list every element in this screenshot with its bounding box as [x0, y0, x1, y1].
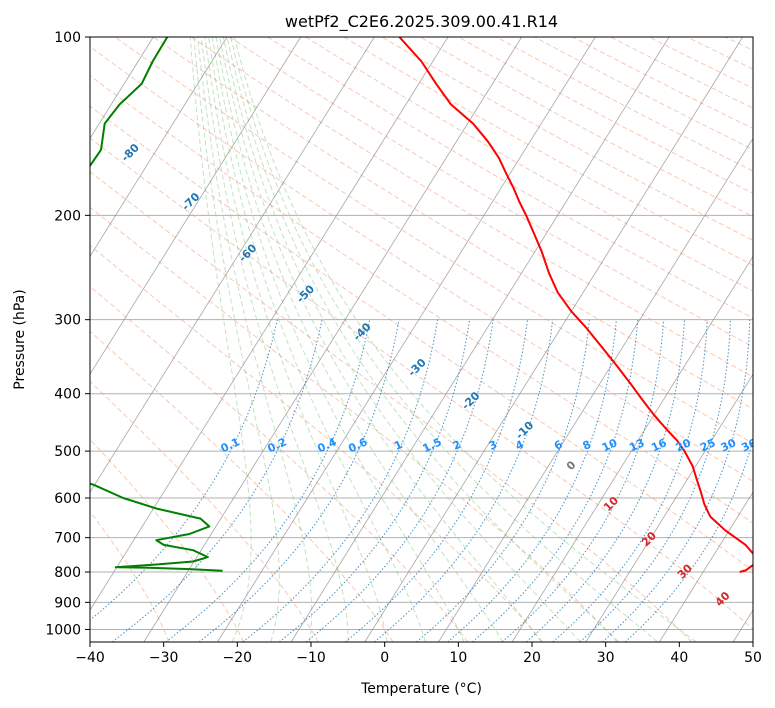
moist-adiabat-10	[226, 37, 620, 642]
mixing-ratio-line-9	[416, 319, 590, 642]
isotherm-16	[438, 137, 753, 642]
isotherm-12	[143, 37, 523, 642]
isotherm-18	[585, 373, 753, 642]
y-tick-label-5: 600	[54, 491, 81, 507]
x-axis-label: Temperature (°C)	[360, 681, 482, 697]
mixing-ratio-line-8	[373, 319, 554, 642]
mixing-ratio-label-16: 30	[719, 436, 739, 454]
series-line-0	[398, 37, 753, 573]
y-axis-label: Pressure (hPa)	[12, 289, 28, 389]
isotherm-11	[90, 37, 449, 611]
moist-adiabat-0	[189, 37, 252, 642]
isotherm-14	[290, 37, 670, 642]
mixing-ratio-label-14: 20	[674, 436, 694, 454]
dry-adiabat-13	[153, 37, 753, 410]
mixing-ratio-line-17	[624, 437, 753, 642]
isotherm-10	[90, 37, 375, 493]
y-tick-label-2: 300	[54, 313, 81, 329]
plot-frame	[89, 36, 754, 643]
x-tick-label-0: −40	[75, 650, 105, 666]
moist-adiabat-2	[197, 37, 313, 642]
mixing-ratio-label-11: 10	[600, 436, 620, 454]
isotherm-9	[90, 37, 302, 376]
isotherm-8	[90, 37, 228, 258]
moist-adiabat-12	[233, 37, 697, 642]
dry-adiabats	[90, 37, 753, 642]
y-tick-label-8: 900	[54, 595, 81, 611]
isotherm-17	[511, 255, 753, 642]
x-tick-label-4: 0	[380, 650, 389, 666]
dry-adiabat-10	[90, 75, 753, 524]
y-axis-ticks: 100 200 300 400 500 600 700 800 900 1000	[45, 30, 90, 638]
mixing-ratio-line-11	[472, 319, 639, 642]
moist-adiabat-11	[230, 37, 658, 642]
mixing-ratio-line-4	[242, 319, 439, 642]
dry-adiabat-3	[90, 330, 394, 642]
moist-adiabat-6	[211, 37, 465, 642]
moist-adiabat-4	[204, 37, 388, 642]
dry-adiabat-2	[90, 380, 319, 642]
dry-adiabat-21	[458, 37, 753, 194]
dry-adiabat-9	[90, 105, 753, 572]
y-tick-label-7: 800	[54, 565, 81, 581]
mixing-ratio-line-7	[345, 319, 528, 642]
moist-adiabat-7	[215, 37, 504, 642]
x-tick-label-7: 30	[597, 650, 615, 666]
mixing-ratio-label-13: 16	[649, 436, 669, 454]
mixing-ratio-label-12: 13	[627, 436, 646, 454]
y-tick-label-3: 400	[54, 387, 81, 403]
dry-adiabat-12	[114, 37, 753, 445]
moist-adiabats	[189, 37, 697, 642]
mixing-ratio-line-15	[579, 319, 731, 642]
mixing-ratio-label-17: 36	[739, 436, 759, 454]
moist-adiabat-3	[200, 37, 349, 642]
moist-adiabat-8	[219, 37, 542, 642]
x-tick-label-6: 20	[523, 650, 541, 666]
dry-adiabat-1	[90, 438, 245, 642]
mixing-ratio-label-15: 25	[698, 436, 717, 454]
moist-adiabat-9	[222, 37, 581, 642]
dry-adiabat-16	[267, 37, 753, 319]
dry-adiabat-6	[90, 206, 618, 642]
y-tick-label-4: 500	[54, 444, 81, 460]
dry-adiabat-22	[496, 37, 753, 172]
y-tick-label-9: 1000	[45, 622, 81, 638]
moist-adiabat-1	[193, 37, 280, 642]
mixing-ratio-line-3	[198, 319, 400, 642]
x-tick-label-1: −30	[149, 650, 179, 666]
dry-adiabat-17	[305, 37, 753, 292]
x-tick-label-5: 10	[449, 650, 467, 666]
y-tick-label-1: 200	[54, 208, 81, 224]
x-tick-label-3: −10	[296, 650, 326, 666]
x-axis-ticks: −40 −30 −20 −10 0 10 20 30 40 50	[75, 642, 762, 666]
dry-adiabat-5	[90, 244, 543, 642]
mixing-ratio-line-13	[526, 319, 685, 642]
isotherm-19	[659, 491, 753, 642]
isotherm-15	[364, 37, 744, 642]
x-tick-label-2: −20	[223, 650, 253, 666]
chart-title: wetPf2_C2E6.2025.309.00.41.R14	[285, 12, 558, 32]
dry-adiabat-19	[381, 37, 753, 241]
mixing-ratio-line-10	[447, 319, 617, 642]
y-tick-label-0: 100	[54, 30, 81, 46]
dry-adiabat-14	[191, 37, 753, 378]
series-line-1	[90, 37, 223, 572]
dry-adiabat-11	[90, 46, 753, 482]
profile-series	[90, 37, 753, 573]
dry-adiabat-15	[229, 37, 753, 348]
mixing-ratio-line-5	[278, 319, 471, 642]
mixing-ratio-line-1	[111, 319, 323, 642]
mixing-ratio-lines	[90, 319, 753, 642]
mixing-ratio-line-16	[602, 319, 751, 642]
x-tick-label-8: 40	[670, 650, 688, 666]
dry-adiabat-0	[90, 510, 170, 642]
y-tick-label-6: 700	[54, 531, 81, 547]
x-tick-label-9: 50	[744, 650, 762, 666]
isotherm-13	[217, 37, 596, 642]
